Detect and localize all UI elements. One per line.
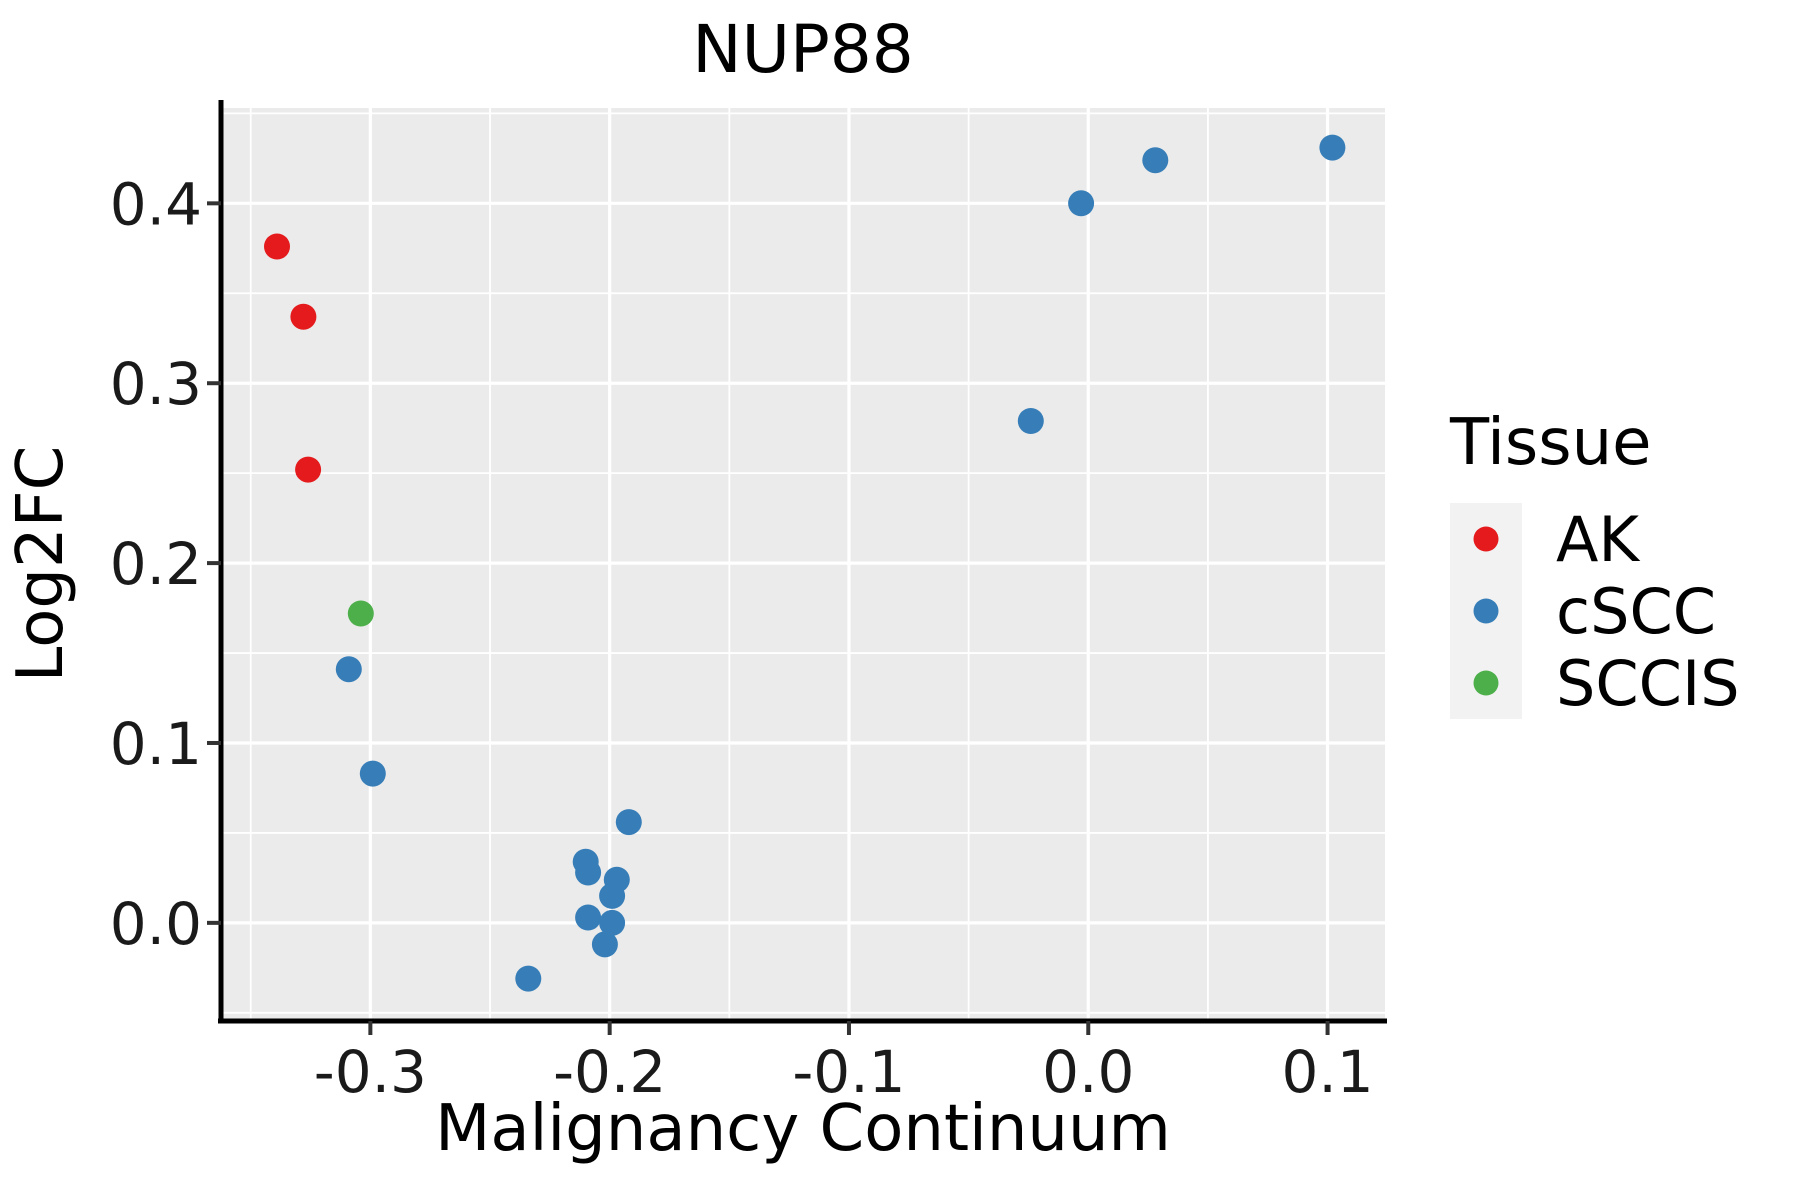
legend-item-cSCC: cSCC (1450, 575, 1716, 648)
data-point-cSCC (335, 656, 362, 683)
y-tick-label: 0.3 (110, 350, 202, 418)
legend-key-dot (1473, 670, 1499, 696)
legend-key-dot (1473, 598, 1499, 624)
legend-item-label: cSCC (1556, 575, 1716, 648)
data-point-cSCC (1017, 408, 1044, 434)
axis-tick-marks (207, 201, 1330, 1035)
axis-tick-labels: -0.3 -0.2 -0.1 0.0 0.1 0.0 0.1 0.2 0.3 0.4 (110, 170, 1374, 1106)
data-point-cSCC (591, 931, 618, 958)
data-point-cSCC (615, 809, 642, 836)
legend-item-label: AK (1556, 503, 1640, 576)
chart-title: NUP88 (692, 11, 913, 88)
y-tick-label: 0.4 (110, 170, 202, 238)
data-point-cSCC (515, 965, 542, 992)
x-tick-label: 0.0 (1042, 1038, 1134, 1106)
x-tick-label: 0.1 (1281, 1038, 1373, 1106)
x-axis-title: Malignancy Continuum (435, 1092, 1171, 1166)
data-point-cSCC (599, 909, 626, 936)
y-tick-label: 0.2 (110, 530, 202, 598)
legend-item-label: SCCIS (1556, 647, 1740, 720)
data-point-cSCC (1142, 147, 1169, 174)
data-point-AK (264, 233, 290, 260)
data-point-cSCC (359, 760, 386, 787)
data-point-AK (290, 303, 317, 330)
y-axis-title: Log2FC (4, 446, 78, 683)
y-tick-label: 0.0 (110, 890, 202, 958)
data-point-cSCC (603, 866, 630, 893)
data-point-SCCIS (347, 600, 374, 627)
x-tick-label: -0.1 (792, 1038, 905, 1106)
major-gridlines (222, 108, 1385, 1020)
legend-item-AK: AK (1450, 503, 1640, 576)
y-tick-label: 0.1 (110, 710, 202, 778)
legend-item-SCCIS: SCCIS (1450, 647, 1740, 720)
x-tick-label: -0.2 (553, 1038, 666, 1106)
data-point-cSCC (1319, 134, 1346, 161)
data-point-AK (295, 456, 322, 483)
data-point-cSCC (1068, 190, 1095, 217)
data-point-cSCC (575, 904, 602, 931)
legend-title: Tissue (1449, 406, 1652, 480)
data-points-layer (264, 134, 1346, 992)
data-point-cSCC (575, 859, 602, 886)
x-tick-label: -0.3 (314, 1038, 427, 1106)
legend-key-dot (1473, 526, 1499, 552)
